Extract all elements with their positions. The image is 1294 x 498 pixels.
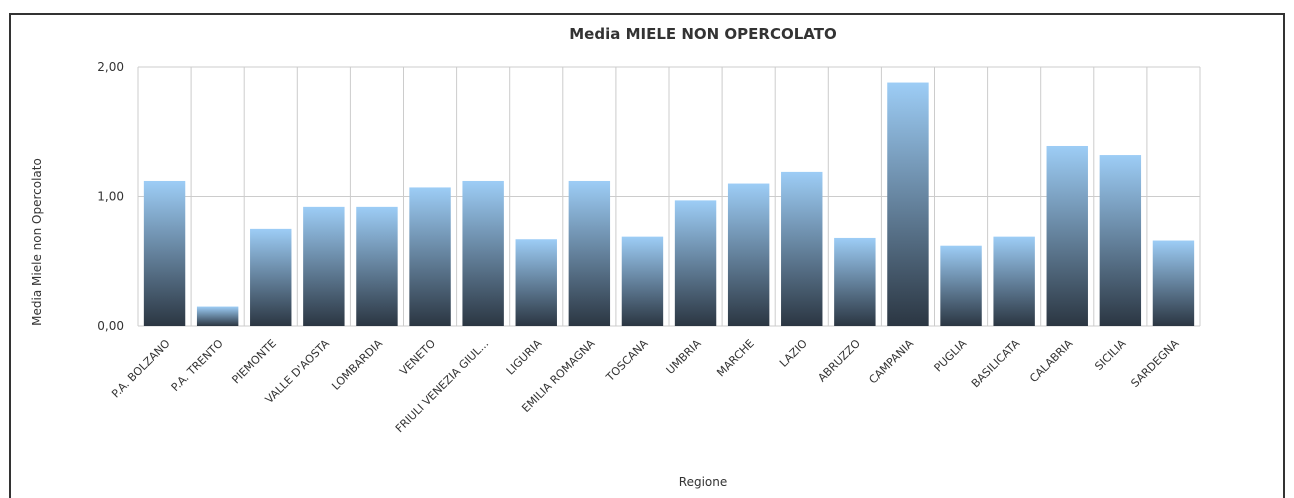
x-category-label: LOMBARDIA: [329, 337, 385, 393]
x-category-label: PUGLIA: [932, 337, 970, 375]
bar[interactable]: [727, 183, 770, 326]
chart-title: Media MIELE NON OPERCOLATO: [569, 25, 836, 43]
y-tick-label: 1,00: [97, 190, 124, 204]
bar[interactable]: [143, 180, 186, 326]
bar[interactable]: [303, 206, 345, 326]
bar[interactable]: [462, 180, 504, 326]
x-category-label: ABRUZZO: [815, 337, 863, 385]
bar[interactable]: [1152, 240, 1195, 326]
bar[interactable]: [515, 239, 557, 326]
x-category-label: P.A. TRENTO: [169, 337, 226, 394]
x-category-label: LIGURIA: [504, 337, 545, 378]
bar[interactable]: [834, 237, 876, 326]
x-category-label: VENETO: [397, 337, 438, 378]
x-category-label: P.A. BOLZANO: [109, 337, 173, 401]
x-category-label: SARDEGNA: [1128, 337, 1181, 390]
bar[interactable]: [887, 82, 929, 326]
x-category-label: CAMPANIA: [866, 337, 916, 387]
bar[interactable]: [781, 171, 823, 326]
bar[interactable]: [356, 206, 398, 326]
bar[interactable]: [1046, 145, 1088, 326]
bar[interactable]: [196, 306, 239, 326]
x-category-label: UMBRIA: [664, 337, 704, 377]
x-category-label: TOSCANA: [603, 337, 651, 385]
x-category-label: FRIULI VENEZIA GIUL...: [393, 337, 491, 435]
y-tick-label: 2,00: [97, 60, 124, 74]
y-tick-label: 0,00: [97, 319, 124, 333]
bar[interactable]: [993, 236, 1035, 326]
bar[interactable]: [674, 200, 717, 326]
x-category-label: SICILIA: [1092, 337, 1128, 373]
x-category-label: CALABRIA: [1027, 337, 1075, 385]
x-category-label: LAZIO: [777, 337, 810, 370]
x-category-label: BASILICATA: [969, 337, 1023, 391]
y-axis-label: Media Miele non Opercolato: [30, 158, 44, 326]
bar[interactable]: [409, 187, 451, 326]
bar[interactable]: [621, 236, 664, 326]
bar[interactable]: [568, 180, 611, 326]
bar[interactable]: [250, 228, 292, 326]
x-category-label: PIEMONTE: [229, 337, 278, 386]
bar[interactable]: [1099, 155, 1142, 326]
x-axis-label: Regione: [679, 475, 727, 489]
x-category-label: MARCHE: [714, 337, 756, 379]
bar[interactable]: [940, 245, 982, 326]
